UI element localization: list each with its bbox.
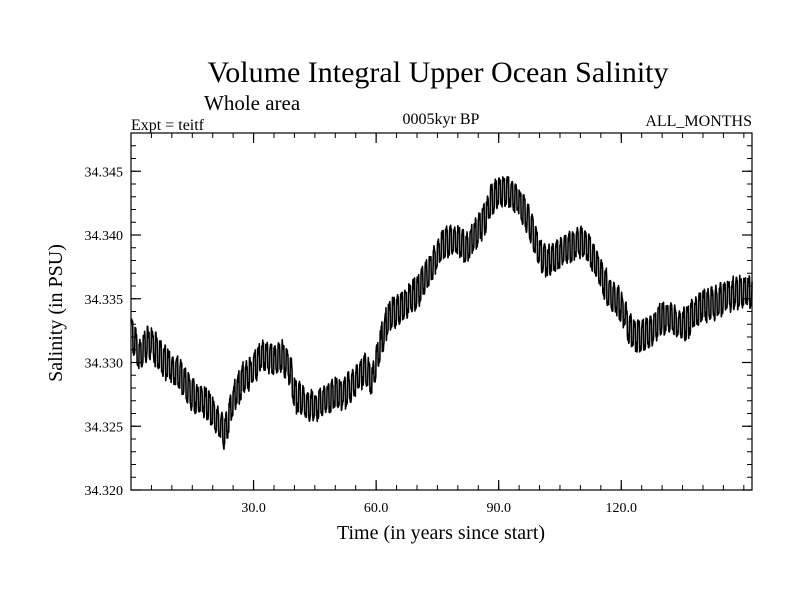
y-tick-label: 34.335 xyxy=(85,293,124,308)
x-tick-label: 30.0 xyxy=(241,501,266,516)
months-label: ALL_MONTHS xyxy=(645,113,752,130)
x-tick-label: 120.0 xyxy=(606,501,638,516)
y-tick-label: 34.340 xyxy=(85,229,124,244)
period-label: 0005kyr BP xyxy=(403,111,480,128)
chart-title: Volume Integral Upper Ocean Salinity xyxy=(208,56,669,89)
x-tick-label: 60.0 xyxy=(364,501,389,516)
salinity-series-line xyxy=(130,176,753,451)
y-tick-label: 34.320 xyxy=(85,484,124,499)
y-axis-label: Salinity (in PSU) xyxy=(45,244,67,382)
chart-subtitle: Whole area xyxy=(204,91,301,115)
y-tick-label: 34.325 xyxy=(85,420,124,435)
plot-area xyxy=(130,132,753,491)
x-tick-label: 90.0 xyxy=(486,501,511,516)
experiment-label: Expt = teitf xyxy=(131,117,205,134)
y-tick-label: 34.345 xyxy=(85,165,124,180)
axis-ticks: 30.0 60.0 90.0 120.0 34.320 34.325 34.330 34.33… xyxy=(85,133,752,516)
y-tick-label: 34.330 xyxy=(85,357,124,372)
x-axis-label: Time (in years since start) xyxy=(337,522,545,544)
